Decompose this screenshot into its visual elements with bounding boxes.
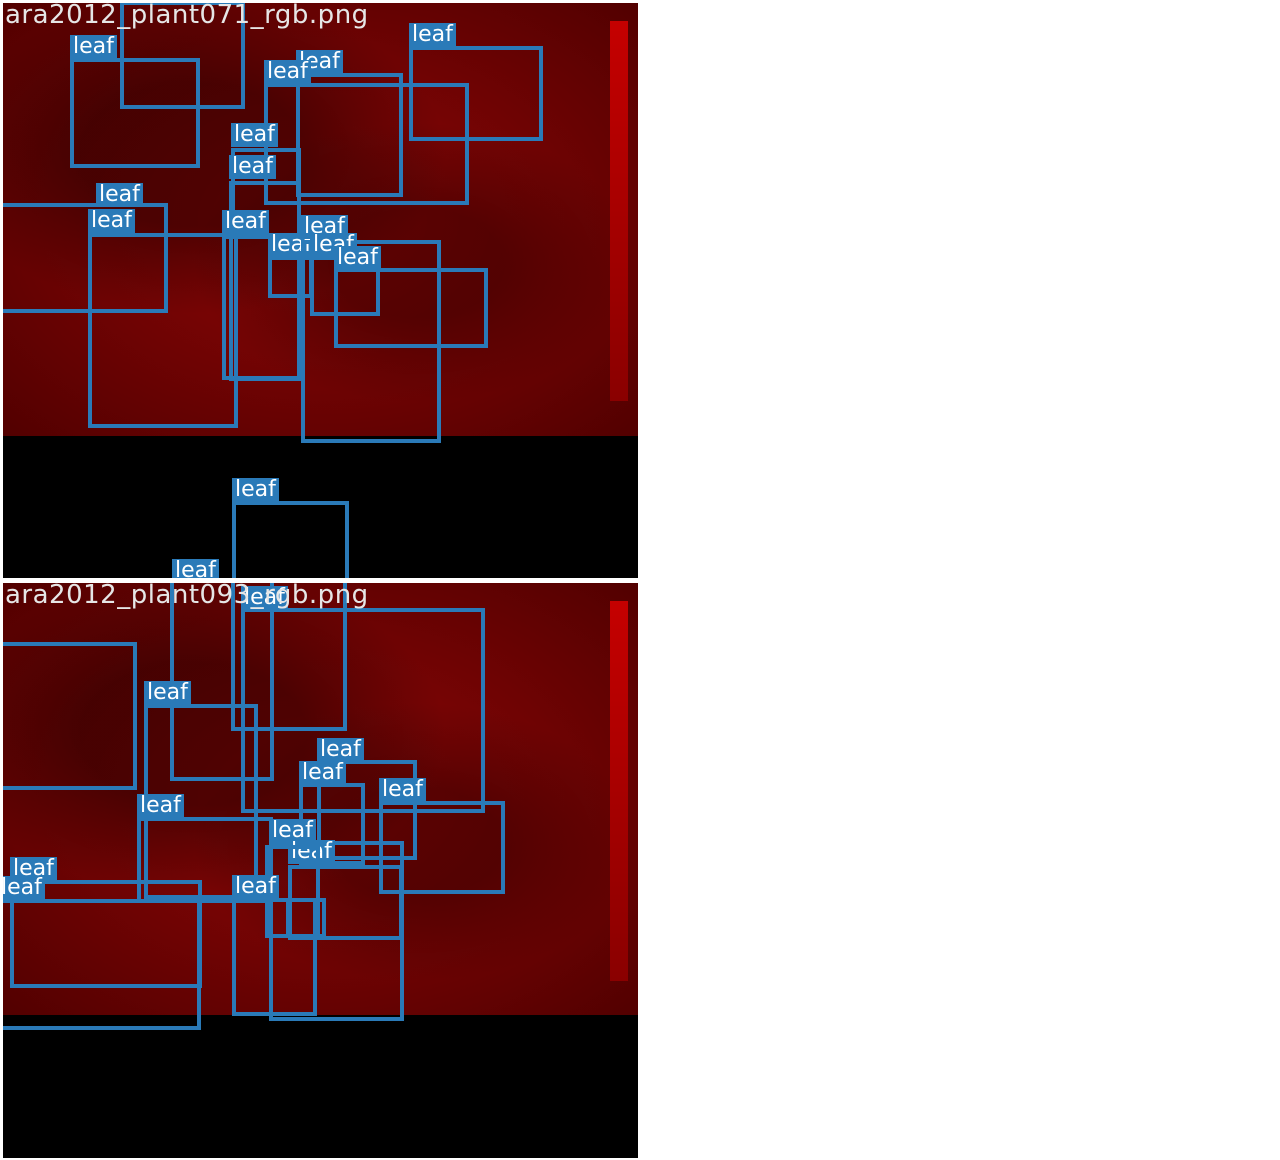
leaf-label: leaf bbox=[288, 840, 335, 864]
leaf-box bbox=[286, 898, 326, 938]
leaf-box bbox=[3, 899, 201, 1030]
leaf-box bbox=[379, 801, 505, 894]
leaf-box bbox=[232, 501, 349, 578]
leaf-label: leaf bbox=[3, 876, 45, 900]
leaf-box bbox=[317, 760, 417, 860]
leaf-label: leaf bbox=[96, 183, 143, 207]
leaf-label: leaf bbox=[269, 819, 316, 843]
leaf-box bbox=[296, 73, 403, 197]
image-filename: ara2012_plant093_rgb.png bbox=[5, 583, 369, 610]
leaf-label: leaf bbox=[334, 246, 381, 270]
leaf-label: leaf bbox=[222, 210, 269, 234]
leaf-label: leaf bbox=[379, 778, 426, 802]
leaf-box bbox=[231, 583, 347, 731]
leaf-box bbox=[301, 240, 441, 443]
leaf-box bbox=[232, 898, 317, 1016]
leaf-label: leaf bbox=[241, 586, 288, 610]
leaf-label: leaf bbox=[317, 738, 364, 762]
leaf-label: leaf bbox=[231, 123, 278, 147]
leaf-box bbox=[3, 642, 137, 790]
leaf-box bbox=[88, 233, 238, 428]
image-panel-2: ara2012_plant093_rgb.png leaf leaf leaf … bbox=[3, 583, 638, 1158]
leaf-label: leaf bbox=[137, 794, 184, 818]
leaf-box bbox=[222, 235, 302, 380]
leaf-label: leaf bbox=[144, 681, 191, 705]
leaf-label: leaf bbox=[299, 761, 346, 785]
leaf-label: leaf bbox=[409, 23, 456, 47]
leaf-label: leaf bbox=[232, 478, 279, 502]
leaf-box bbox=[3, 203, 168, 313]
leaf-box bbox=[288, 865, 403, 940]
leaf-box bbox=[120, 3, 245, 109]
leaf-label: leaf bbox=[232, 875, 279, 899]
leaf-label: leaf bbox=[70, 35, 117, 59]
leaf-label: leaf bbox=[264, 60, 311, 84]
leaf-label: leaf bbox=[229, 155, 276, 179]
image-filename: ara2012_plant071_rgb.png bbox=[5, 3, 369, 30]
leaf-label: leaf bbox=[172, 559, 219, 578]
leaf-box bbox=[409, 46, 543, 141]
leaf-box bbox=[70, 58, 200, 168]
leaf-label: leaf bbox=[88, 209, 135, 233]
leaf-box bbox=[334, 268, 488, 348]
image-panel-1: ara2012_plant071_rgb.png leaf leaf leaf … bbox=[3, 3, 638, 578]
